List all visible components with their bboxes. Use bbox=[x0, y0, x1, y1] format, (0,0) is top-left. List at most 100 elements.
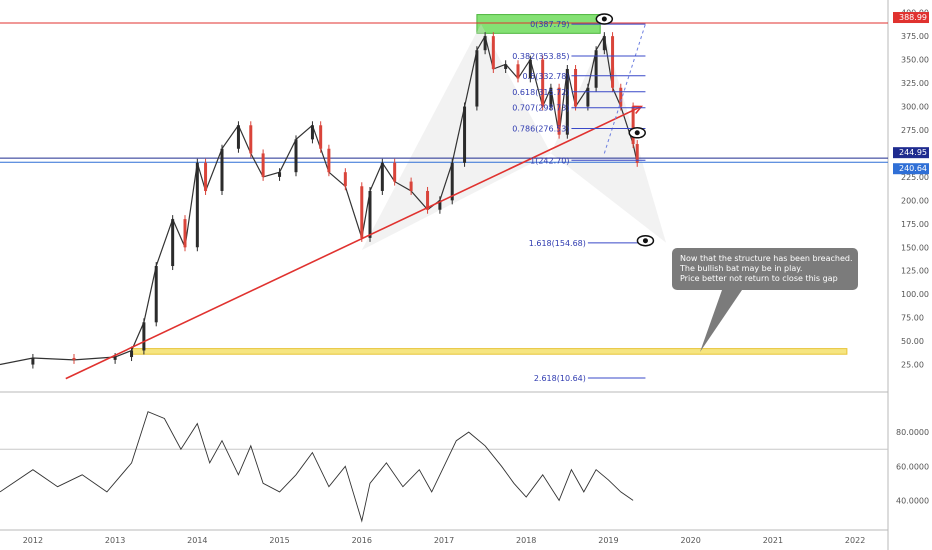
fib-level-label: 0(387.79) bbox=[530, 20, 569, 29]
gap-zone[interactable] bbox=[131, 348, 848, 355]
candle-body[interactable] bbox=[183, 219, 187, 248]
candle-body[interactable] bbox=[516, 64, 520, 79]
candle-body[interactable] bbox=[438, 200, 442, 210]
candle-body[interactable] bbox=[278, 172, 282, 177]
callout-box bbox=[672, 248, 858, 290]
candle-body[interactable] bbox=[549, 87, 553, 107]
candle-body[interactable] bbox=[635, 144, 639, 163]
price-tag-box[interactable] bbox=[893, 147, 929, 159]
candle-body[interactable] bbox=[450, 162, 454, 201]
fib-level-label: 0.707(298.73) bbox=[512, 104, 569, 113]
candle-body[interactable] bbox=[541, 59, 545, 107]
trendline-arrowhead bbox=[632, 105, 643, 115]
candle-body[interactable] bbox=[475, 50, 479, 107]
time-tick-label: 2020 bbox=[680, 536, 700, 545]
price-tick-label: 50.00 bbox=[901, 337, 924, 346]
candle-body[interactable] bbox=[393, 162, 397, 182]
fib-level-label: 0.786(276.53) bbox=[512, 125, 569, 134]
price-tag-label: 240.64 bbox=[899, 164, 927, 173]
candle-body[interactable] bbox=[31, 357, 35, 365]
oscillator-tick-label: 60.0000 bbox=[896, 462, 929, 471]
price-tick-label: 125.00 bbox=[901, 267, 929, 276]
candle-body[interactable] bbox=[463, 106, 467, 163]
eye-icon[interactable] bbox=[595, 13, 614, 25]
candle-body[interactable] bbox=[236, 125, 240, 149]
price-tick-label: 300.00 bbox=[901, 103, 929, 112]
candle-body[interactable] bbox=[368, 190, 372, 238]
candle-body[interactable] bbox=[130, 350, 134, 358]
candle-body[interactable] bbox=[380, 162, 384, 191]
price-tick-label: 325.00 bbox=[901, 79, 929, 88]
price-tick-label: 175.00 bbox=[901, 220, 929, 229]
main-price-pane[interactable]: 0(387.79) 0.382(353.85) 0.5(332.78) 0.618(3… bbox=[0, 13, 888, 383]
fib-level-label: 0.618(315.72) bbox=[512, 88, 569, 97]
annotation-callout[interactable]: Now that the structure has been breached… bbox=[672, 248, 858, 352]
time-tick-label: 2021 bbox=[763, 536, 783, 545]
candle-body[interactable] bbox=[319, 125, 323, 149]
candle-body[interactable] bbox=[113, 357, 117, 360]
oscillator-tick-label: 40.0000 bbox=[896, 496, 929, 505]
price-tick-label: 350.00 bbox=[901, 56, 929, 65]
candle-body[interactable] bbox=[72, 357, 76, 360]
candle-body[interactable] bbox=[611, 36, 615, 88]
time-tick-label: 2018 bbox=[516, 536, 536, 545]
fib-level-label: 2.618(10.64) bbox=[534, 374, 586, 383]
candle-body[interactable] bbox=[310, 125, 314, 140]
candle-body[interactable] bbox=[294, 139, 298, 173]
candle-body[interactable] bbox=[504, 64, 508, 69]
projection-dashed-line[interactable] bbox=[603, 23, 646, 154]
candle-body[interactable] bbox=[619, 87, 623, 107]
candle-body[interactable] bbox=[220, 148, 224, 191]
trendline[interactable] bbox=[65, 105, 642, 380]
time-tick-label: 2017 bbox=[434, 536, 454, 545]
time-axis[interactable]: 2012 2013 2014 2015 2016 2017 2018 2019 2020 2021… bbox=[23, 536, 866, 545]
candle-body[interactable] bbox=[631, 106, 635, 145]
annotation-line-1: Now that the structure has been breached… bbox=[680, 254, 853, 263]
oscillator-axis[interactable]: 80.0000 60.0000 40.0000 bbox=[896, 428, 929, 505]
candle-body[interactable] bbox=[586, 87, 590, 107]
candle-body[interactable] bbox=[594, 50, 598, 88]
candle-body[interactable] bbox=[602, 36, 606, 51]
candle-body[interactable] bbox=[343, 172, 347, 187]
price-tick-label: 375.00 bbox=[901, 32, 929, 41]
eye-icon[interactable] bbox=[636, 234, 655, 247]
oscillator-tick-label: 80.0000 bbox=[896, 428, 929, 437]
annotation-line-2: The bullish bat may be in play. bbox=[679, 264, 802, 273]
time-tick-label: 2013 bbox=[105, 536, 125, 545]
price-tick-label: 275.00 bbox=[901, 126, 929, 135]
candle-body[interactable] bbox=[261, 153, 265, 177]
candle-body[interactable] bbox=[249, 125, 253, 154]
fib-level-label: 0.5(332.78) bbox=[522, 72, 569, 81]
candle-body[interactable] bbox=[565, 68, 569, 135]
oscillator-line[interactable] bbox=[0, 411, 634, 523]
time-tick-label: 2016 bbox=[352, 536, 372, 545]
price-tag-label: 388.99 bbox=[899, 13, 927, 22]
callout-pointer bbox=[700, 290, 742, 352]
candle-body[interactable] bbox=[171, 219, 175, 267]
time-tick-label: 2015 bbox=[269, 536, 289, 545]
candle-body[interactable] bbox=[327, 148, 331, 173]
candle-body[interactable] bbox=[154, 266, 158, 323]
candle-body[interactable] bbox=[360, 186, 364, 238]
candle-body[interactable] bbox=[483, 36, 487, 51]
candle-body[interactable] bbox=[426, 190, 430, 210]
candle-body[interactable] bbox=[574, 68, 578, 107]
candle-body[interactable] bbox=[409, 181, 413, 191]
oscillator-pane[interactable] bbox=[0, 411, 888, 523]
time-tick-label: 2022 bbox=[845, 536, 865, 545]
price-tag-box[interactable] bbox=[893, 12, 929, 24]
price-tag-box[interactable] bbox=[893, 163, 929, 175]
eye-pupil bbox=[601, 16, 607, 22]
time-tick-label: 2014 bbox=[187, 536, 207, 545]
pattern-triangle-bcd bbox=[550, 33, 666, 243]
candle-body[interactable] bbox=[528, 59, 532, 79]
candle-body[interactable] bbox=[142, 322, 146, 351]
eye-icon[interactable] bbox=[628, 127, 646, 139]
candle-body[interactable] bbox=[204, 162, 208, 191]
candle-body[interactable] bbox=[491, 36, 495, 69]
candle-body[interactable] bbox=[195, 162, 199, 248]
candle-body[interactable] bbox=[557, 87, 561, 135]
fib-level-label: 1(242.70) bbox=[530, 156, 569, 165]
price-tag-label: 244.95 bbox=[899, 148, 927, 157]
price-axis[interactable]: 400.00375.00350.00325.00300.00275.00250.… bbox=[893, 9, 929, 370]
